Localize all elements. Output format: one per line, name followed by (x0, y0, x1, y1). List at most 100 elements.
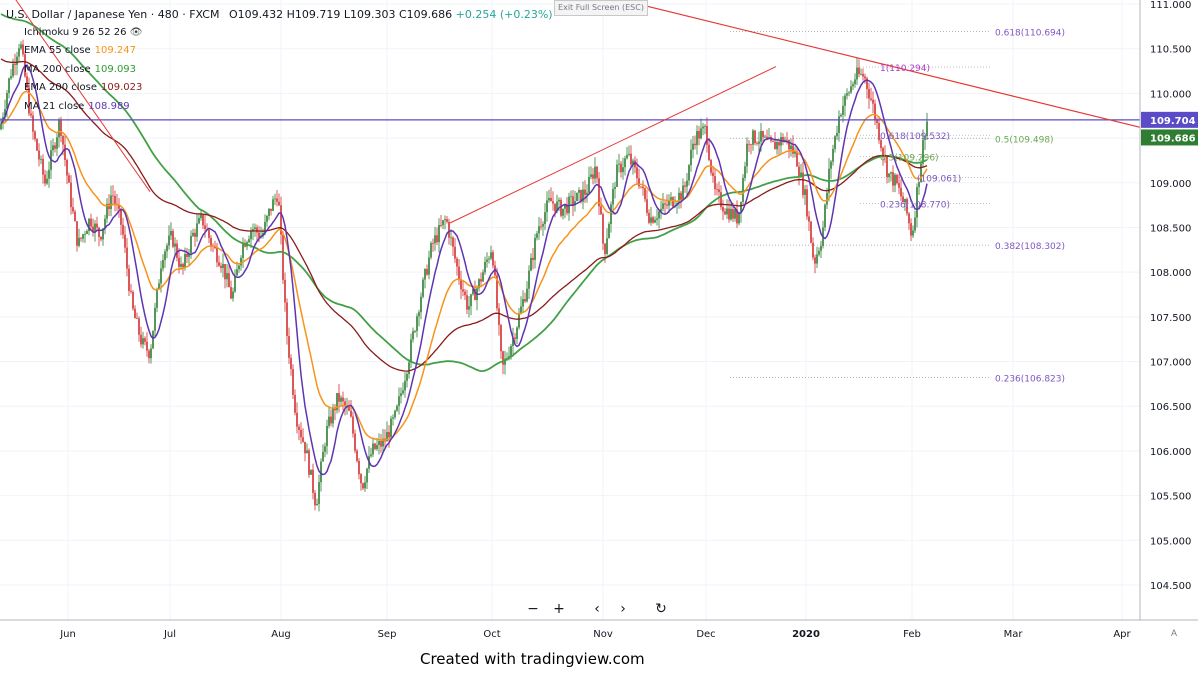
candle-body (278, 201, 280, 206)
candle-body (126, 247, 128, 269)
symbol-title: U.S. Dollar / Japanese Yen · 480 · FXCM (6, 8, 220, 21)
legend-value: 109.093 (94, 64, 137, 75)
candle-body (492, 252, 494, 266)
candle-body (158, 283, 160, 289)
exit-fullscreen-button[interactable]: Exit Full Screen (ESC) (554, 0, 648, 16)
candle-body (160, 268, 162, 284)
candle-body (226, 273, 228, 280)
candle-body (798, 166, 800, 177)
candle-body (620, 163, 622, 173)
y-tick-label: 109.000 (1150, 179, 1191, 190)
candle-body (58, 120, 60, 138)
candle-body (22, 44, 24, 55)
candle-body (168, 235, 170, 246)
candle-body (424, 269, 426, 280)
candle-body (204, 225, 206, 230)
candle-body (646, 199, 648, 213)
ascending-channel-line (449, 66, 777, 224)
candle-body (198, 218, 200, 224)
eye-off-icon[interactable]: 👁 (129, 27, 143, 38)
candle-body (280, 205, 282, 235)
candle-body (330, 416, 332, 424)
candle-body (178, 257, 180, 267)
candle-body (578, 189, 580, 193)
candle-body (340, 397, 342, 402)
candle-body (268, 208, 270, 216)
candle-body (770, 137, 772, 141)
candle-body (270, 208, 272, 211)
candle-body (218, 262, 220, 266)
candle-body (816, 254, 818, 264)
candle-body (904, 198, 906, 203)
candle-body (728, 208, 730, 220)
candle-body (236, 269, 238, 276)
candle-body (258, 232, 260, 238)
candle-body (112, 195, 114, 197)
legend-label: MA 21 close (24, 101, 85, 112)
candle-body (750, 144, 752, 146)
candle-body (74, 211, 76, 222)
candle-body (712, 172, 714, 177)
candle-body (326, 425, 328, 447)
candle-body (442, 220, 444, 226)
candle-body (748, 143, 750, 145)
candle-body (522, 299, 524, 307)
price-change: +0.254 (+0.23%) (455, 8, 553, 21)
candle-body (564, 204, 566, 209)
candle-body (656, 218, 658, 220)
candle-body (844, 95, 846, 106)
candle-body (276, 198, 278, 202)
candle-body (66, 160, 68, 176)
candles (0, 39, 928, 512)
candle-body (448, 221, 450, 238)
zoom-in-button[interactable]: + (546, 598, 572, 620)
candle-body (306, 450, 308, 454)
candle-body (520, 306, 522, 314)
legend-ema200[interactable]: EMA 200 close 109.023 (24, 82, 142, 93)
candle-body (608, 224, 610, 239)
candle-body (170, 231, 172, 236)
scroll-back-button[interactable]: ‹ (584, 598, 610, 620)
candle-body (44, 174, 46, 184)
legend-value: 109.247 (94, 45, 136, 56)
candle-body (684, 185, 686, 187)
candle-body (322, 451, 324, 462)
candle-body (166, 245, 168, 252)
candle-body (28, 87, 30, 114)
fib-level-label: 0.5(109.498) (995, 135, 1054, 145)
candle-body (336, 393, 338, 411)
candle-body (146, 341, 148, 351)
auto-scale-button[interactable]: A (1170, 628, 1177, 638)
legend-ichimoku[interactable]: Ichimoku 9 26 52 26 👁 (24, 27, 142, 38)
candle-body (234, 275, 236, 292)
candle-body (870, 98, 872, 100)
scroll-forward-button[interactable]: › (610, 598, 636, 620)
candle-body (84, 234, 86, 235)
candle-body (256, 227, 258, 233)
candle-body (896, 174, 898, 184)
candle-body (386, 431, 388, 442)
candle-body (764, 136, 766, 138)
candle-body (192, 232, 194, 237)
candle-body (90, 218, 92, 227)
candle-body (566, 204, 568, 214)
legend-ma21[interactable]: MA 21 close 108.989 (24, 101, 130, 112)
candle-body (908, 213, 910, 224)
legend-ma200[interactable]: MA 200 close 109.093 (24, 64, 136, 75)
candle-body (622, 167, 624, 173)
candle-body (348, 406, 350, 411)
candle-body (804, 189, 806, 195)
candle-body (826, 192, 828, 205)
legend-ema55[interactable]: EMA 55 close 109.247 (24, 45, 136, 56)
fib-level-label: 0.618(110.694) (995, 28, 1065, 38)
ma21-line (0, 64, 928, 476)
candle-body (128, 268, 130, 291)
candle-body (624, 158, 626, 168)
zoom-out-button[interactable]: − (520, 598, 546, 620)
reset-chart-button[interactable]: ↻ (648, 598, 674, 620)
candle-body (70, 182, 72, 208)
fib-inner-label: (109.061) (917, 174, 961, 184)
candle-body (814, 257, 816, 264)
candle-body (180, 263, 182, 267)
